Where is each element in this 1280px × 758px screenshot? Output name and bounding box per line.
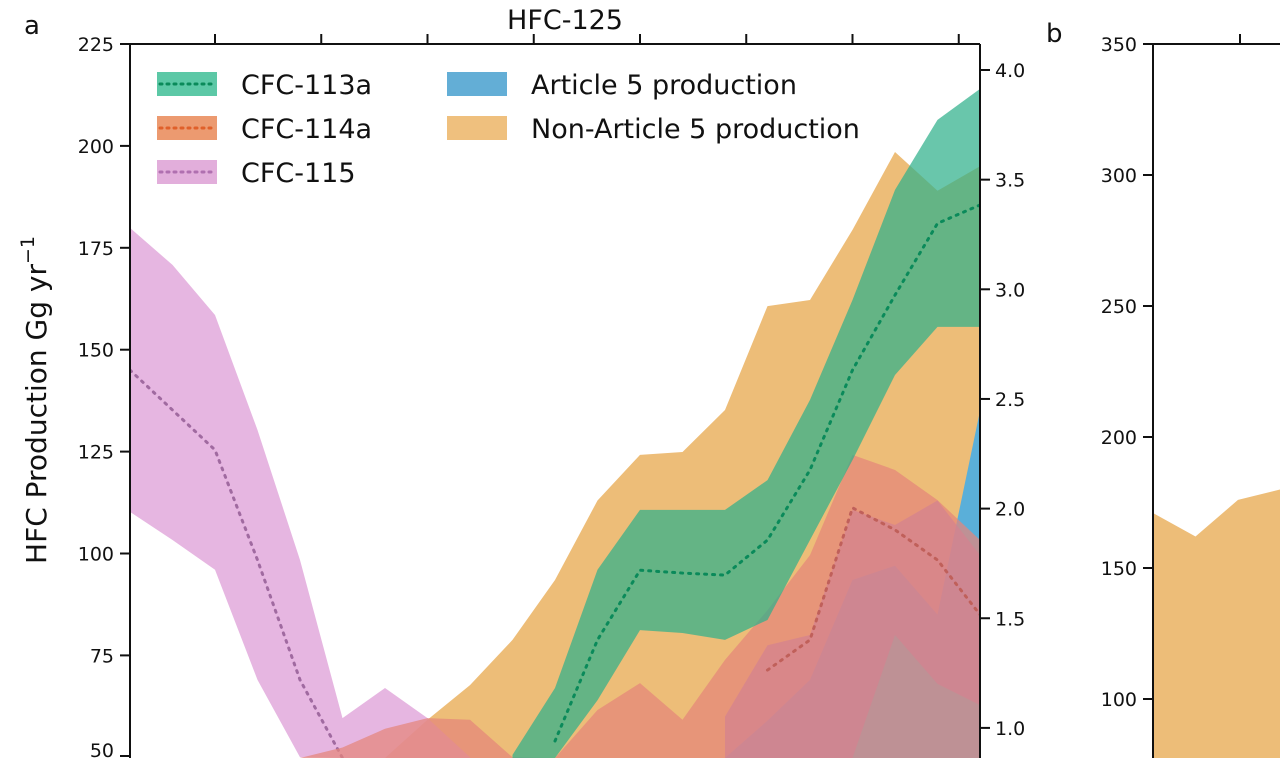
cfc-113a-band (512, 88, 980, 758)
y-tick-label: 50 (90, 740, 114, 758)
y2-tick-label: 1.5 (995, 608, 1025, 630)
legend-label-non-article-5-production: Non-Article 5 production (531, 114, 860, 145)
legend-label-cfc-115: CFC-115 (241, 158, 356, 189)
y-axis-label-text: HFC Production Gg yr (20, 264, 53, 564)
chart-title: HFC-125 (507, 5, 623, 36)
panel-b-y-tick-label: 300 (1101, 165, 1137, 187)
y-axis-label-superscript: −1 (17, 236, 39, 264)
panel-b-y-tick-label: 100 (1101, 689, 1137, 711)
y-tick-label: 175 (78, 238, 114, 260)
y2-tick-label: 2.0 (995, 499, 1025, 521)
y2-tick-label: 3.0 (995, 279, 1025, 301)
plot-area-b (1153, 489, 1280, 758)
y2-tick-label: 4.0 (995, 60, 1025, 82)
legend-label-cfc-113a: CFC-113a (241, 70, 372, 101)
y-tick-label: 225 (78, 34, 114, 56)
panel-b-y-tick-label: 200 (1101, 427, 1137, 449)
y-tick-label: 200 (78, 136, 114, 158)
cfc-115-band (130, 227, 470, 758)
y2-tick-label: 3.5 (995, 170, 1025, 192)
legend-label-cfc-114a: CFC-114a (241, 114, 372, 145)
panel-a-label: a (24, 11, 40, 41)
cfc-114a-band (300, 454, 980, 758)
y2-tick-label: 2.5 (995, 389, 1025, 411)
panel-b-y-tick-label: 250 (1101, 296, 1137, 318)
legend-swatch-non-article-5-production (447, 116, 507, 140)
legend-label-article-5-production: Article 5 production (531, 70, 797, 101)
y-axis-label: HFC Production Gg yr−1 (17, 236, 53, 564)
y-tick-label: 150 (78, 340, 114, 362)
legend-swatch-article-5-production (447, 72, 507, 96)
panel-b-y-tick-label: 150 (1101, 558, 1137, 580)
panel-b-label: b (1046, 19, 1063, 49)
svg-text:HFC Production Gg yr−1: HFC Production Gg yr−1 (17, 236, 53, 564)
y-tick-label: 75 (90, 645, 114, 667)
y-tick-label: 100 (78, 544, 114, 566)
legend: CFC-113a CFC-114a CFC-115 Article 5 product… (157, 70, 860, 189)
cfc-115-median-line (130, 368, 344, 758)
axes: 50 75 100 125 150 175 200 225 1.0 1.5 2.0 2.5 3.0 3.5… (78, 34, 1280, 758)
y2-tick-label: 1.0 (995, 718, 1025, 740)
panel-b-non-article-5-area (1153, 489, 1280, 758)
panel-b-y-tick-label: 350 (1101, 34, 1137, 56)
y-tick-label: 125 (78, 442, 114, 464)
plot-area-a (130, 88, 980, 758)
cfc-114a-median-line (766, 505, 980, 672)
